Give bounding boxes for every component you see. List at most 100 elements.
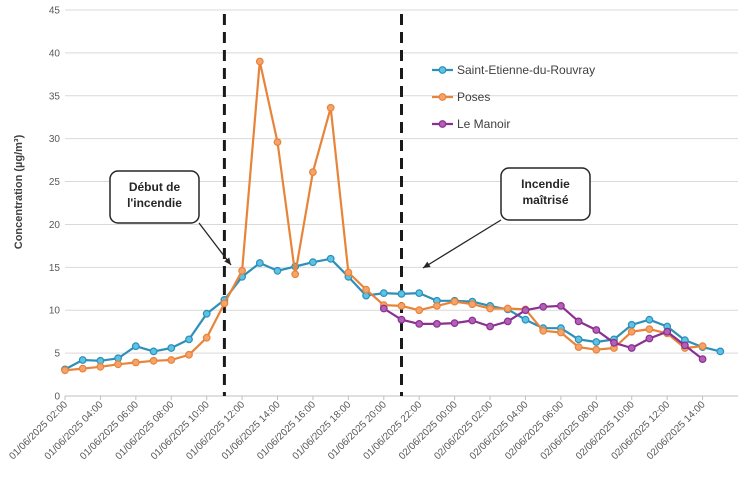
event-callout-label: l'incendie [127,196,182,210]
data-point [397,290,406,298]
data-point [450,319,459,328]
legend-label: Le Manoir [457,117,510,131]
data-point [415,320,424,328]
data-point [627,327,636,336]
data-point [202,309,211,318]
data-point [131,358,140,367]
legend: Saint-Etienne-du-Rouvray Poses Le Manoir [432,63,595,131]
data-point [592,326,601,334]
data-point [149,347,158,356]
data-point [663,327,672,336]
legend-swatch-marker [438,120,447,128]
data-point [131,342,140,351]
data-point [379,304,388,313]
y-tick-label: 15 [49,263,61,274]
callout-arrow-line [422,219,502,269]
data-point [645,325,654,334]
data-point [78,356,87,364]
data-point [521,306,530,315]
data-point [309,258,317,267]
data-point [185,350,193,359]
data-point [326,254,335,263]
data-point [61,366,69,375]
data-point [486,304,495,313]
data-point [716,347,725,356]
data-point [185,335,193,344]
data-point [255,259,264,267]
data-point [255,57,264,66]
y-tick-label: 10 [49,306,61,317]
event-callout-label: Début de [129,180,181,194]
data-point [610,338,618,347]
legend-label: Saint-Etienne-du-Rouvray [457,63,595,77]
data-point [592,338,601,346]
data-point [379,289,388,298]
data-point [574,335,583,344]
data-point [503,304,512,313]
callout-arrow-line [198,222,232,266]
data-point [114,360,122,369]
data-point [681,341,689,350]
series-lines [61,57,725,375]
y-tick-labels: 0 5 10 15 20 25 30 35 40 45 [49,6,61,403]
data-point [202,333,211,342]
data-point [291,270,300,279]
data-point [238,266,247,275]
y-tick-label: 35 [49,91,61,102]
data-point [503,317,512,326]
callout-arrow-head [423,261,431,268]
data-point [326,103,335,112]
data-point [415,306,424,315]
data-point [645,315,654,324]
data-point [78,364,87,373]
y-tick-label: 40 [49,48,61,59]
data-point [344,268,353,277]
data-point [539,326,548,335]
data-point [698,342,707,351]
event-callout-box [109,170,200,224]
data-point [96,362,105,371]
data-point [557,328,565,337]
data-point [645,334,654,343]
y-tick-label: 0 [54,392,60,403]
data-point [362,285,371,294]
x-tick-label: 01/06/2025 02:00 [7,399,70,462]
data-point [397,302,406,310]
y-tick-label: 45 [49,6,61,17]
y-tick-label: 30 [49,134,61,145]
data-point [433,302,441,310]
data-point [273,138,282,147]
data-point [486,322,495,331]
data-point [433,320,441,328]
data-point [415,289,424,298]
callout-arrow-head [224,257,231,265]
data-point [557,302,565,310]
data-point [450,297,459,306]
y-tick-label: 20 [49,220,61,231]
data-point [167,356,176,364]
data-point [574,343,583,352]
data-point [397,315,406,324]
legend-swatch-marker [438,93,447,101]
data-point [468,316,477,325]
data-point [468,300,477,309]
event-callout-label: maîtrisé [522,193,568,207]
y-tick-label: 25 [49,177,61,188]
data-point [539,302,548,311]
data-point [574,317,583,326]
data-point [273,266,282,275]
data-point [592,345,601,354]
series-2 [379,302,707,364]
event-markers: Début de l'incendie Incendie maîtrisé [109,14,591,396]
data-point [627,320,636,329]
event-callout-box [500,167,591,221]
legend-swatch-marker [438,66,447,74]
y-tick-label: 5 [54,349,60,360]
legend-label: Poses [457,90,490,104]
y-axis-label: Concentration (µg/m³) [13,134,25,249]
data-point [627,344,636,352]
data-point [149,356,158,365]
data-point [220,299,229,308]
